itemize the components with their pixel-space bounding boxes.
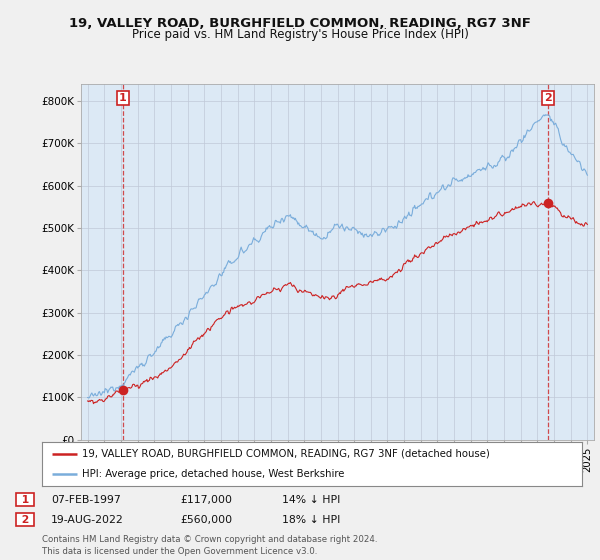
Text: 19, VALLEY ROAD, BURGHFIELD COMMON, READING, RG7 3NF (detached house): 19, VALLEY ROAD, BURGHFIELD COMMON, READ…: [83, 449, 490, 459]
Text: 1: 1: [18, 494, 33, 505]
Text: 18% ↓ HPI: 18% ↓ HPI: [282, 515, 340, 525]
Text: Contains HM Land Registry data © Crown copyright and database right 2024.
This d: Contains HM Land Registry data © Crown c…: [42, 535, 377, 556]
Text: 1: 1: [119, 93, 127, 103]
Text: HPI: Average price, detached house, West Berkshire: HPI: Average price, detached house, West…: [83, 469, 345, 479]
Text: 19-AUG-2022: 19-AUG-2022: [51, 515, 124, 525]
Text: £560,000: £560,000: [180, 515, 232, 525]
Text: Price paid vs. HM Land Registry's House Price Index (HPI): Price paid vs. HM Land Registry's House …: [131, 28, 469, 41]
Text: 2: 2: [544, 93, 552, 103]
Text: 14% ↓ HPI: 14% ↓ HPI: [282, 494, 340, 505]
Text: 2: 2: [17, 515, 33, 525]
Text: £117,000: £117,000: [180, 494, 232, 505]
Text: 07-FEB-1997: 07-FEB-1997: [51, 494, 121, 505]
Text: 19, VALLEY ROAD, BURGHFIELD COMMON, READING, RG7 3NF: 19, VALLEY ROAD, BURGHFIELD COMMON, READ…: [69, 17, 531, 30]
